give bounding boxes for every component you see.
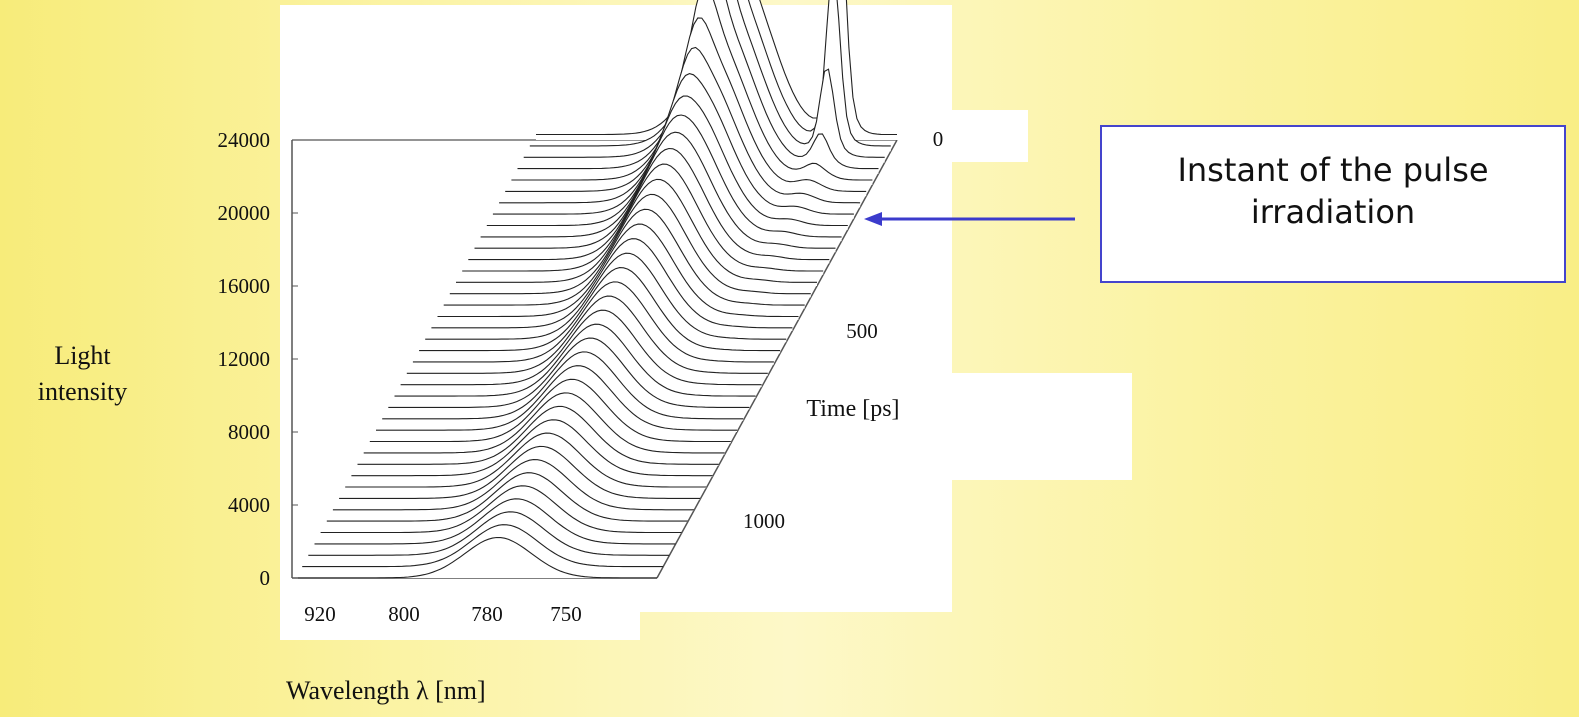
time-tick-label: 1000 [743, 509, 785, 533]
x-tick-label: 750 [550, 602, 582, 626]
spectrum-trace [511, 0, 873, 181]
x-tick-label: 800 [388, 602, 420, 626]
y-axis-label: Light intensity [0, 338, 165, 410]
spectrum-trace [376, 365, 737, 431]
trace-fill [296, 537, 657, 578]
y-axis-label-line: intensity [37, 377, 128, 406]
spectrum-trace [388, 337, 750, 408]
y-tick-label: 4000 [228, 493, 270, 517]
white-panels [280, 5, 1132, 640]
time-tick-label: 0 [933, 127, 944, 151]
spectrum-trace [345, 432, 707, 488]
panel-bottom [280, 585, 640, 640]
y-tick-label: 24000 [218, 128, 271, 152]
traces [296, 0, 897, 579]
spectrum-trace [425, 252, 787, 340]
spectrum-trace [529, 0, 891, 147]
spectrum-trace [468, 147, 830, 261]
spectrum-trace [332, 459, 694, 511]
spectrum-trace [308, 511, 670, 556]
y-tick-label: 16000 [218, 274, 271, 298]
y-tick-label: 12000 [218, 347, 271, 371]
time-axis-line [656, 139, 898, 579]
spectrum-trace [419, 267, 781, 352]
x-tick-label: 920 [304, 602, 336, 626]
spectrum-trace [499, 46, 861, 204]
pulse-callout: Instant of the pulse irradiation [1100, 125, 1566, 283]
spectrum-trace [505, 17, 867, 192]
spectrum-trace [449, 193, 811, 295]
panel-time-zero [895, 110, 1028, 162]
spectrum-trace [351, 419, 713, 477]
y-tick-label: 0 [260, 566, 271, 590]
y-axis-label-line: Light [54, 341, 111, 370]
spectrum-trace [339, 445, 701, 499]
callout-line: irradiation [1250, 193, 1416, 231]
spectrum-trace [523, 0, 885, 158]
spectrum-trace [443, 208, 805, 306]
spectrum-trace [357, 405, 719, 465]
x-tick-label: 780 [471, 602, 503, 626]
spectrum-trace [369, 378, 731, 443]
spectrum-trace [382, 351, 744, 420]
spectrum-trace [437, 223, 799, 318]
spectrum-trace [480, 114, 842, 238]
y-tick-label: 20000 [218, 201, 271, 225]
tick-labels: 24000 20000 16000 12000 8000 4000 0 920 800 780 75… [218, 127, 944, 626]
panel-time-label [780, 373, 1132, 480]
spectrum-trace [326, 472, 688, 522]
time-tick-label: 500 [846, 319, 878, 343]
spectrum-trace [474, 131, 836, 249]
spectrum-trace [406, 295, 768, 374]
spectrum-trace [536, 0, 897, 136]
spectrum-trace [456, 178, 817, 283]
arrow-head [864, 212, 882, 226]
spectrum-trace [363, 392, 725, 454]
spectrum-trace [394, 323, 756, 397]
spectrum-trace [412, 281, 774, 363]
x-axis-label: Wavelength λ [nm] [286, 676, 486, 705]
spectrum-trace [492, 73, 854, 215]
spectrum-trace [302, 524, 664, 568]
spectrum-trace [431, 238, 793, 329]
spectrum-trace [400, 309, 762, 386]
callout-line: Instant of the pulse [1177, 151, 1489, 189]
spectrum-trace [296, 536, 657, 579]
spectrum-trace [314, 498, 676, 545]
spectrum-trace [462, 163, 824, 272]
spectrum-trace [320, 485, 682, 534]
time-axis-label: Time [ps] [806, 396, 899, 422]
y-tick-label: 8000 [228, 420, 270, 444]
spectrum-trace [486, 95, 848, 227]
callout-arrow [864, 212, 1075, 226]
